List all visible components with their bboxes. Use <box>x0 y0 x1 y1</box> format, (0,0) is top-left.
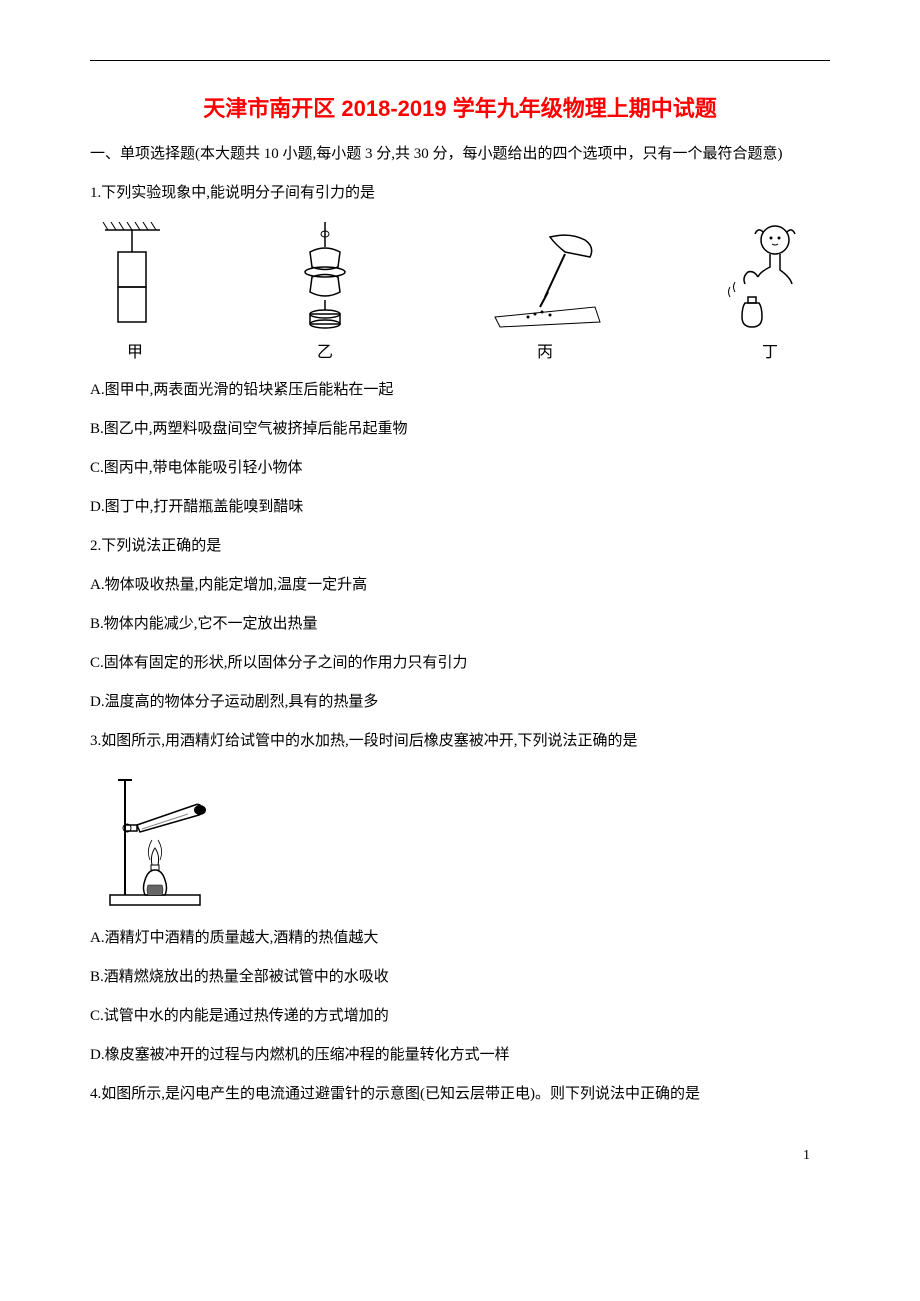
page-number: 1 <box>90 1148 830 1164</box>
q3-option-b: B.酒精燃烧放出的热量全部被试管中的水吸收 <box>90 964 830 991</box>
q1-figure-b: 乙 <box>280 222 370 362</box>
q2-question: 2.下列说法正确的是 <box>90 533 830 560</box>
q1-question: 1.下列实验现象中,能说明分子间有引力的是 <box>90 180 830 207</box>
q1-option-c: C.图丙中,带电体能吸引轻小物体 <box>90 455 830 482</box>
q1-option-d: D.图丁中,打开醋瓶盖能嗅到醋味 <box>90 494 830 521</box>
q1-label-c: 丙 <box>537 338 553 362</box>
charged-body-icon <box>480 232 610 332</box>
section-header: 一、单项选择题(本大题共 10 小题,每小题 3 分,共 30 分，每小题给出的… <box>90 141 830 168</box>
q1-figure-d: 丁 <box>720 222 820 362</box>
exam-title: 天津市南开区 2018-2019 学年九年级物理上期中试题 <box>90 91 830 123</box>
q1-label-a: 甲 <box>127 338 143 362</box>
suction-cup-icon <box>280 222 370 332</box>
q1-figure-c: 丙 <box>480 232 610 362</box>
q3-figure <box>100 770 830 910</box>
q2-option-c: C.固体有固定的形状,所以固体分子之间的作用力只有引力 <box>90 650 830 677</box>
q2-option-a: A.物体吸收热量,内能定增加,温度一定升高 <box>90 572 830 599</box>
q1-figure-a: 甲 <box>100 222 170 362</box>
q4-question: 4.如图所示,是闪电产生的电流通过避雷针的示意图(已知云层带正电)。则下列说法中… <box>90 1081 830 1108</box>
q1-option-a: A.图甲中,两表面光滑的铅块紧压后能粘在一起 <box>90 377 830 404</box>
top-divider <box>90 60 830 61</box>
alcohol-lamp-icon <box>100 770 230 910</box>
q3-option-d: D.橡皮塞被冲开的过程与内燃机的压缩冲程的能量转化方式一样 <box>90 1042 830 1069</box>
lead-blocks-icon <box>100 222 170 332</box>
q3-option-c: C.试管中水的内能是通过热传递的方式增加的 <box>90 1003 830 1030</box>
q3-question: 3.如图所示,用酒精灯给试管中的水加热,一段时间后橡皮塞被冲开,下列说法正确的是 <box>90 728 830 755</box>
vinegar-bottle-icon <box>720 222 820 332</box>
q1-label-b: 乙 <box>317 338 333 362</box>
q1-label-d: 丁 <box>762 338 778 362</box>
q1-figures-row: 甲 乙 丙 <box>90 222 830 362</box>
q2-option-b: B.物体内能减少,它不一定放出热量 <box>90 611 830 638</box>
q1-option-b: B.图乙中,两塑料吸盘间空气被挤掉后能吊起重物 <box>90 416 830 443</box>
q3-option-a: A.酒精灯中酒精的质量越大,酒精的热值越大 <box>90 925 830 952</box>
q2-option-d: D.温度高的物体分子运动剧烈,具有的热量多 <box>90 689 830 716</box>
